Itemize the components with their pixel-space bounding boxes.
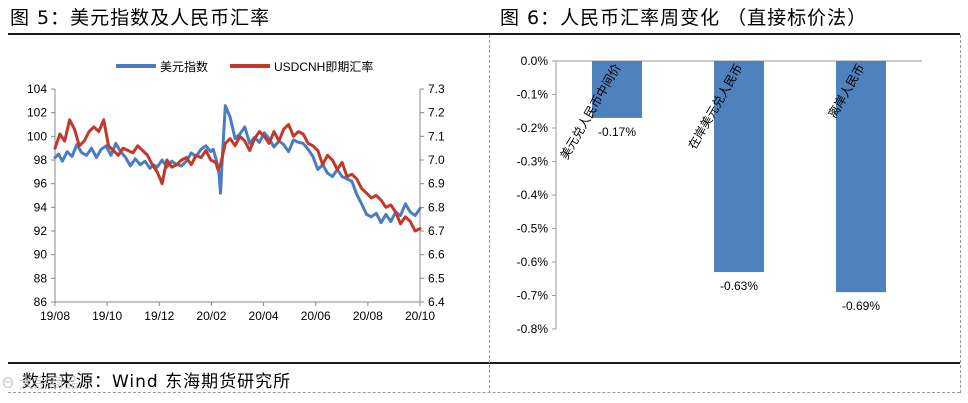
left-x-tick-label: 20/04 [249,309,279,323]
bar [836,61,886,293]
footer-bottom-line [8,392,960,393]
left-y-tick-label: 98 [34,153,48,167]
series-line-usdcnh [53,118,422,233]
left-x-tick-label: 20/08 [353,309,383,323]
right-y-tick-label: 7.2 [428,106,445,120]
right-y-tick-label: 6.8 [428,200,445,214]
right-y-tick-label: 6.6 [428,248,445,262]
right-y-tick-label: 7.0 [428,153,445,167]
bar-y-tick-label: -0.6% [517,255,549,269]
bar [714,61,764,273]
watermark: Θ 大宗商品 [2,374,79,392]
right-chart: 0.0%-0.1%-0.2%-0.3%-0.4%-0.5%-0.6%-0.7%-… [517,54,922,336]
left-x-tick-label: 19/10 [92,309,122,323]
bar-value-label: -0.63% [720,279,758,293]
left-y-tick-label: 100 [27,129,47,143]
left-x-tick-label: 20/06 [301,309,331,323]
right-panel-title: 图 6：人民币汇率周变化 （直接标价法） [500,7,868,29]
top-rule [8,33,960,35]
left-plot-lines [53,104,422,233]
right-y-axis: 6.4 6.5 6.6 6.7 6.8 6.9 7.0 7.1 7.2 7.3 [420,82,445,309]
bar-marks: -0.17%美元兑人民币中间价-0.63%在岸美元兑人民币-0.69%离岸人民币 [557,61,886,313]
footer-source: 数据来源：Wind 东海期货研究所 [22,372,292,392]
bar-value-label: -0.17% [598,125,636,139]
left-x-tick-label: 19/08 [40,309,70,323]
left-legend: 美元指数 USDCNH即期汇率 [116,59,373,74]
left-x-tick-label: 20/02 [196,309,226,323]
bar [592,61,642,118]
right-y-tick-label: 7.1 [428,129,445,143]
right-y-tick-label: 6.5 [428,271,445,285]
left-y-tick-label: 96 [34,177,48,191]
bottom-rule [8,362,960,364]
right-edge [960,35,961,393]
bar-y-axis: 0.0% -0.1% -0.2% -0.3% -0.4% -0.5% -0.6% -0.7% -… [517,54,556,336]
bar-y-tick-label: -0.8% [517,322,549,336]
left-y-tick-label: 104 [27,82,47,96]
left-y-tick-label: 90 [34,248,48,262]
left-y-tick-label: 88 [34,271,48,285]
bar-y-tick-label: -0.3% [517,155,549,169]
panel-divider [489,35,490,393]
left-y-tick-label: 102 [27,106,47,120]
right-y-tick-label: 6.7 [428,224,445,238]
bar-value-label: -0.69% [842,299,880,313]
left-y-tick-label: 86 [34,295,48,309]
left-x-axis: 19/08 19/10 19/12 20/02 20/04 20/06 20/08 20/10 [40,302,435,323]
legend-label-usdcnh: USDCNH即期汇率 [274,59,373,74]
legend-label-dxy: 美元指数 [160,59,208,74]
bar-y-tick-label: 0.0% [521,54,549,68]
left-y-tick-label: 92 [34,224,48,238]
bar-y-tick-label: -0.7% [517,289,549,303]
left-y-axis: 86 88 90 92 94 96 98 100 102 104 [27,82,55,309]
left-panel-title: 图 5：美元指数及人民币汇率 [10,7,271,29]
bar-y-tick-label: -0.2% [517,121,549,135]
bar-y-tick-label: -0.5% [517,222,549,236]
series-line-dxy [53,104,422,225]
left-plot-frame [54,89,421,303]
left-x-tick-label: 20/10 [405,309,435,323]
bar-y-tick-label: -0.4% [517,188,549,202]
left-y-tick-label: 94 [34,200,48,214]
bar-y-tick-label: -0.1% [517,88,549,102]
left-x-tick-label: 19/12 [144,309,174,323]
right-y-tick-label: 6.4 [428,295,445,309]
right-y-tick-label: 7.3 [428,82,445,96]
right-y-tick-label: 6.9 [428,177,445,191]
